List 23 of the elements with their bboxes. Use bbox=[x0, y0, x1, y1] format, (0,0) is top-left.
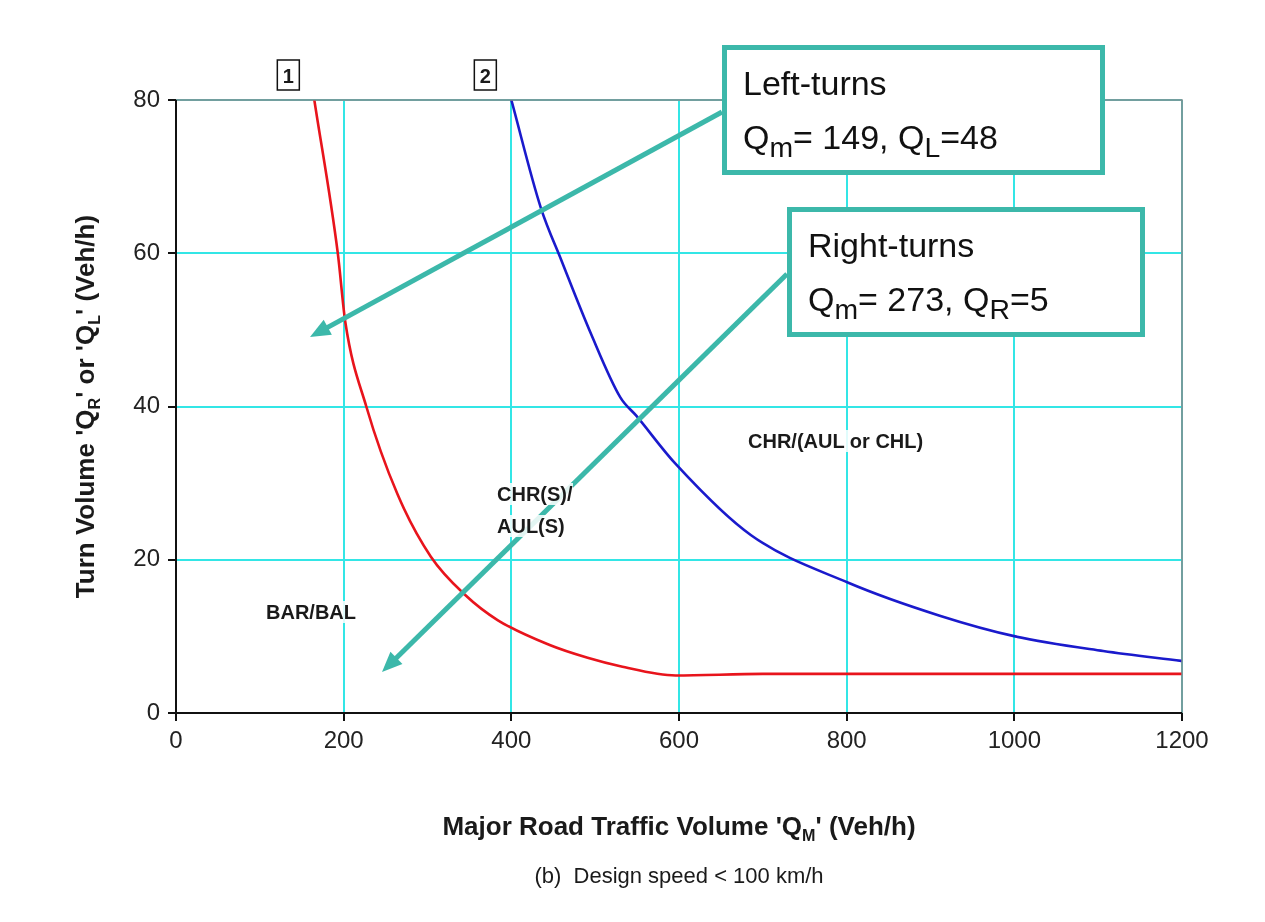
annotation: CHR(S)/ AUL(S) bbox=[497, 483, 573, 537]
text: (b) Design speed < 100 km/h bbox=[534, 863, 824, 888]
y-tick-label: 60 bbox=[133, 237, 160, 265]
callout-box: Left-turns Q$_{m}$= 149, Q$_{L}$=48 bbox=[722, 45, 1105, 175]
x-tick-label: 200 bbox=[323, 726, 364, 754]
y-tick-label: 80 bbox=[133, 84, 160, 112]
annotation: 1 bbox=[282, 65, 294, 87]
x-tick-label: 800 bbox=[826, 726, 867, 754]
annotation: BAR/BAL bbox=[266, 601, 356, 623]
y-axis-title: Turn Volume 'QR' or 'QL' (Veh/h) bbox=[70, 214, 103, 599]
annotation: Right-turns Q$_{m}$= 273, Q$_{R}$=5 bbox=[808, 225, 1050, 327]
y-tick-label: 40 bbox=[133, 391, 160, 419]
y-tick-label: 0 bbox=[146, 697, 160, 725]
x-tick-label: 400 bbox=[491, 726, 532, 754]
x-tick-label: 0 bbox=[169, 726, 183, 754]
annotation: Left-turns Q$_{m}$= 149, Q$_{L}$=48 bbox=[743, 63, 999, 165]
y-tick-label: 20 bbox=[133, 544, 160, 572]
x-tick-label: 1200 bbox=[1155, 726, 1209, 754]
callout-box: Right-turns Q$_{m}$= 273, Q$_{R}$=5 bbox=[787, 207, 1145, 337]
x-tick-label: 600 bbox=[658, 726, 700, 754]
x-tick-label: 1000 bbox=[987, 726, 1042, 754]
annotation: 2 bbox=[479, 65, 491, 87]
annotation: CHR/(AUL or CHL) bbox=[748, 430, 924, 452]
